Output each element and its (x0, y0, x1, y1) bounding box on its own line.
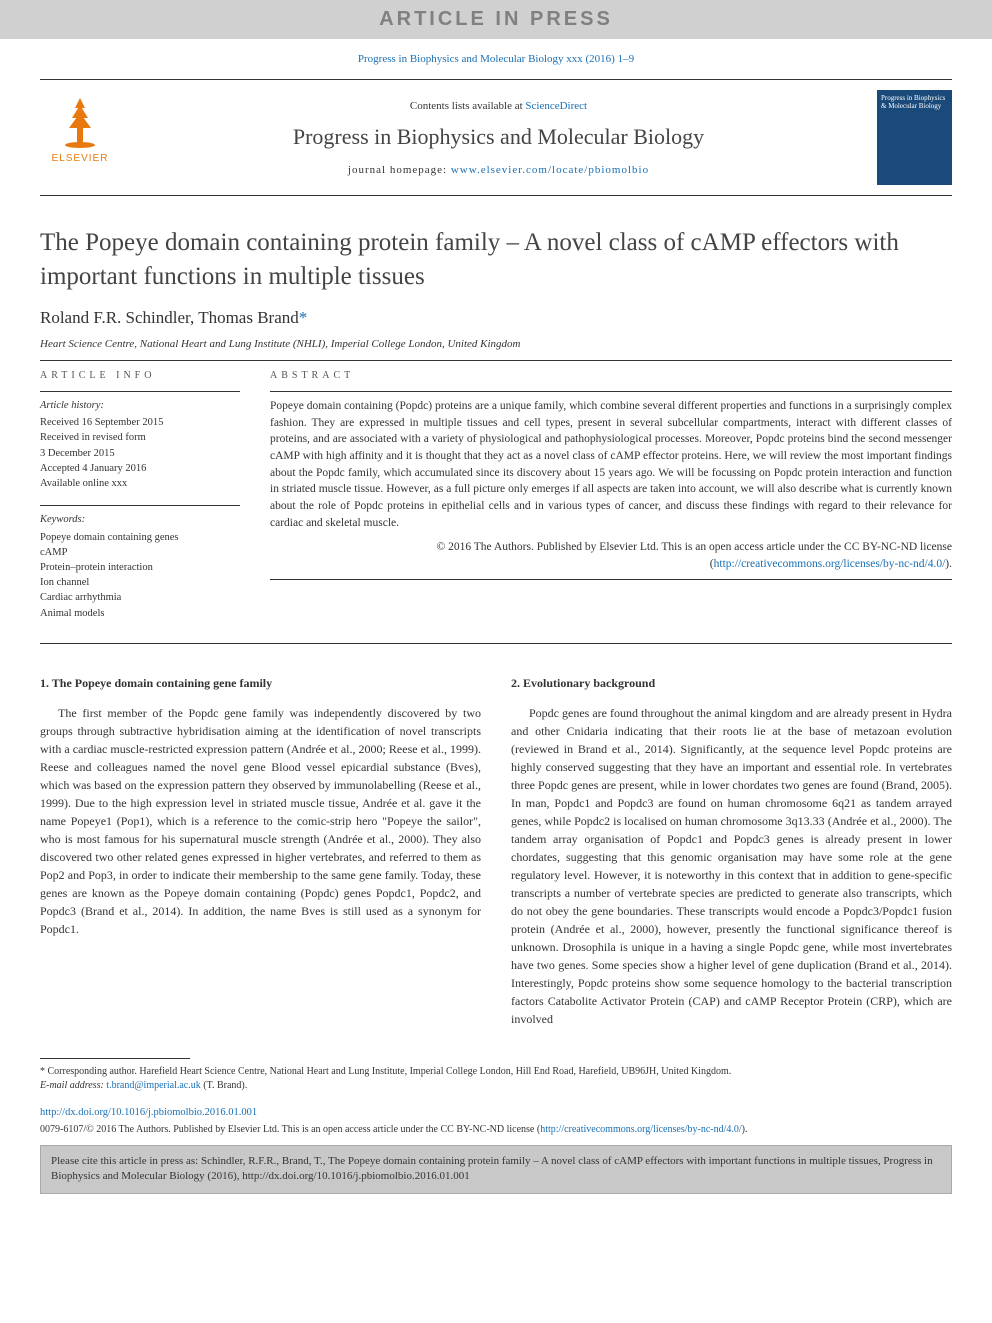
contents-prefix: Contents lists available at (410, 100, 525, 112)
author-names: Roland F.R. Schindler, Thomas Brand (40, 308, 299, 327)
homepage-prefix: journal homepage: (348, 164, 451, 176)
contents-available: Contents lists available at ScienceDirec… (120, 100, 877, 112)
section-2-paragraph: Popdc genes are found throughout the ani… (511, 704, 952, 1028)
article-title: The Popeye domain containing protein fam… (40, 226, 952, 294)
affiliation: Heart Science Centre, National Heart and… (40, 338, 952, 350)
elsevier-tree-icon (55, 93, 105, 153)
section-1-heading: 1. The Popeye domain containing gene fam… (40, 674, 481, 692)
journal-reference: Progress in Biophysics and Molecular Bio… (0, 39, 992, 79)
body-columns: 1. The Popeye domain containing gene fam… (40, 674, 952, 1028)
copyright-close: ). (945, 558, 952, 570)
keyword: cAMP (40, 545, 240, 560)
keyword: Animal models (40, 606, 240, 621)
divider (40, 360, 952, 361)
journal-ref-text: Progress in Biophysics and Molecular Bio… (358, 53, 634, 65)
doi-link[interactable]: http://dx.doi.org/10.1016/j.pbiomolbio.2… (40, 1107, 257, 1118)
history-heading: Article history: (40, 398, 240, 413)
article-info-column: ARTICLE INFO Article history: Received 1… (40, 369, 240, 635)
authors: Roland F.R. Schindler, Thomas Brand* (40, 308, 952, 328)
email-label: E-mail address: (40, 1080, 106, 1091)
divider (40, 643, 952, 644)
journal-cover-thumbnail: Progress in Biophysics & Molecular Biolo… (877, 90, 952, 185)
history-line: Received in revised form (40, 430, 240, 445)
elsevier-logo: ELSEVIER (40, 93, 120, 183)
cc-license-link[interactable]: http://creativecommons.org/licenses/by-n… (714, 558, 946, 570)
abstract-heading: ABSTRACT (270, 369, 952, 384)
keyword: Protein–protein interaction (40, 560, 240, 575)
header-center: Contents lists available at ScienceDirec… (120, 100, 877, 176)
abstract-copyright: © 2016 The Authors. Published by Elsevie… (270, 539, 952, 572)
cc-link-footer[interactable]: http://creativecommons.org/licenses/by-n… (540, 1124, 741, 1135)
footnote-corr: * Corresponding author. Harefield Heart … (40, 1065, 952, 1079)
homepage-link[interactable]: www.elsevier.com/locate/pbiomolbio (451, 164, 649, 176)
section-2-heading: 2. Evolutionary background (511, 674, 952, 692)
keywords-block: Keywords: Popeye domain containing genes… (40, 505, 240, 621)
sciencedirect-link[interactable]: ScienceDirect (525, 100, 587, 112)
citation-box: Please cite this article in press as: Sc… (40, 1145, 952, 1194)
history-line: 3 December 2015 (40, 446, 240, 461)
keyword: Ion channel (40, 575, 240, 590)
journal-header: ELSEVIER Contents lists available at Sci… (40, 79, 952, 196)
abstract-rule (270, 391, 952, 392)
footnote-email-line: E-mail address: t.brand@imperial.ac.uk (… (40, 1079, 952, 1093)
right-column: 2. Evolutionary background Popdc genes a… (511, 674, 952, 1028)
article-history-block: Article history: Received 16 September 2… (40, 391, 240, 491)
keyword: Cardiac arrhythmia (40, 590, 240, 605)
issn-text: 0079-6107/© 2016 The Authors. Published … (40, 1124, 540, 1135)
journal-homepage: journal homepage: www.elsevier.com/locat… (120, 164, 877, 176)
history-line: Available online xxx (40, 476, 240, 491)
section-1-paragraph: The first member of the Popdc gene famil… (40, 704, 481, 938)
abstract-rule-bottom (270, 579, 952, 580)
info-abstract-row: ARTICLE INFO Article history: Received 1… (40, 369, 952, 635)
keyword: Popeye domain containing genes (40, 530, 240, 545)
footnote-separator (40, 1058, 190, 1059)
email-suffix: (T. Brand). (201, 1080, 247, 1091)
email-link[interactable]: t.brand@imperial.ac.uk (106, 1080, 200, 1091)
history-line: Received 16 September 2015 (40, 415, 240, 430)
elsevier-label: ELSEVIER (52, 153, 109, 164)
left-column: 1. The Popeye domain containing gene fam… (40, 674, 481, 1028)
article-info-heading: ARTICLE INFO (40, 369, 240, 384)
issn-copyright-line: 0079-6107/© 2016 The Authors. Published … (40, 1124, 952, 1135)
journal-name: Progress in Biophysics and Molecular Bio… (120, 124, 877, 150)
abstract-text: Popeye domain containing (Popdc) protein… (270, 398, 952, 531)
issn-close: ). (742, 1124, 748, 1135)
cover-title: Progress in Biophysics & Molecular Biolo… (881, 94, 948, 111)
abstract-column: ABSTRACT Popeye domain containing (Popdc… (270, 369, 952, 635)
keywords-heading: Keywords: (40, 512, 240, 527)
history-line: Accepted 4 January 2016 (40, 461, 240, 476)
article-in-press-banner: ARTICLE IN PRESS (0, 0, 992, 39)
corresponding-author-footnote: * Corresponding author. Harefield Heart … (40, 1065, 952, 1093)
doi-block: http://dx.doi.org/10.1016/j.pbiomolbio.2… (40, 1107, 952, 1118)
corr-author-marker: * (299, 308, 308, 327)
